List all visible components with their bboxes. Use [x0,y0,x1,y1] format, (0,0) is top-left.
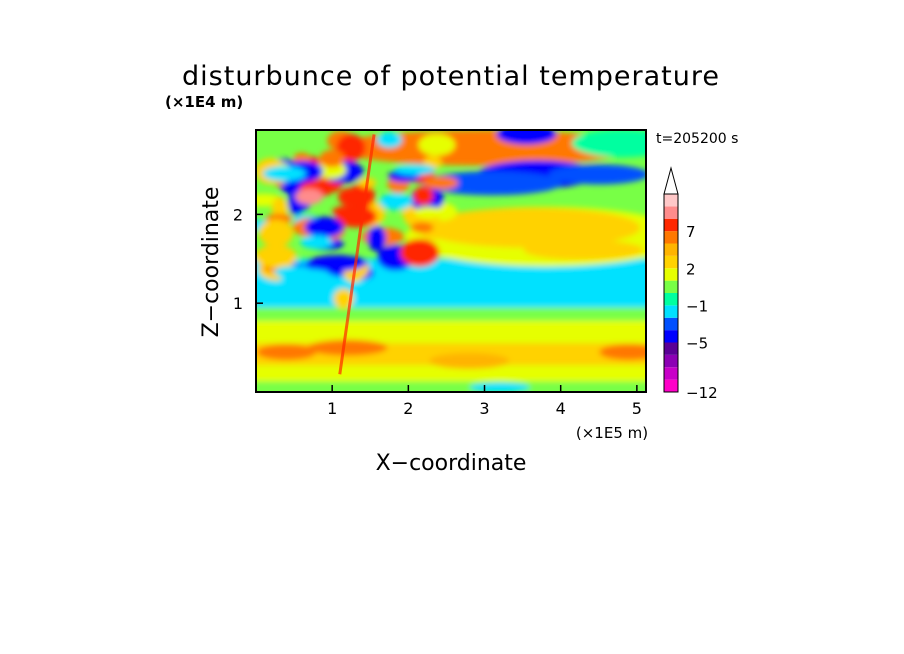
y-axis: 12 [233,205,263,313]
colorbar-tick-label: 2 [686,260,696,278]
colorbar-swatch [664,206,678,219]
colorbar-swatch [664,330,678,343]
colorbar-tick-label: −1 [686,297,708,315]
x-axis-label: X−coordinate [376,451,527,476]
colorbar-tick-label: −5 [686,335,708,353]
colorbar-frame [663,193,679,393]
colorbar-swatch [664,379,678,392]
colorbar-swatch [664,218,678,232]
colorbar-swatch [664,317,678,331]
colorbar-swatch [664,268,678,281]
y-axis-label: Z−coordinate [199,187,224,338]
colorbar-swatch [664,342,678,355]
x-tick-label: 1 [327,399,337,418]
temperature-field [256,130,646,392]
colorbar-swatch [664,293,678,306]
colorbar-swatch [664,280,678,293]
x-unit-label: (×1E5 m) [576,424,648,442]
x-tick-label: 2 [403,399,413,418]
colorbar-tick-label: −12 [686,384,718,402]
x-tick-label: 3 [479,399,489,418]
y-tick-label: 2 [233,205,243,224]
plot-area [256,130,646,392]
y-tick-label: 1 [233,294,243,313]
y-unit-label: (×1E4 m) [165,93,243,111]
x-axis: 1 2 3 4 5 [327,385,642,418]
colorbar-tick-label: 7 [686,223,696,241]
colorbar-extend-arrow [663,166,679,195]
colorbar: 7 2 −1 −5 −12 [663,166,718,402]
x-tick-label: 5 [632,399,642,418]
x-tick-label: 4 [556,399,566,418]
colorbar-swatch [664,367,678,380]
chart-title: disturbunce of potential temperature [182,61,720,92]
colorbar-swatch [664,243,678,256]
colorbar-swatch [664,305,678,318]
colorbar-swatch [664,255,678,269]
plot-frame [255,129,647,393]
colorbar-swatch [664,231,678,244]
time-label: t=205200 s [656,131,738,147]
colorbar-swatch [664,354,678,368]
colorbar-swatch [664,194,678,207]
